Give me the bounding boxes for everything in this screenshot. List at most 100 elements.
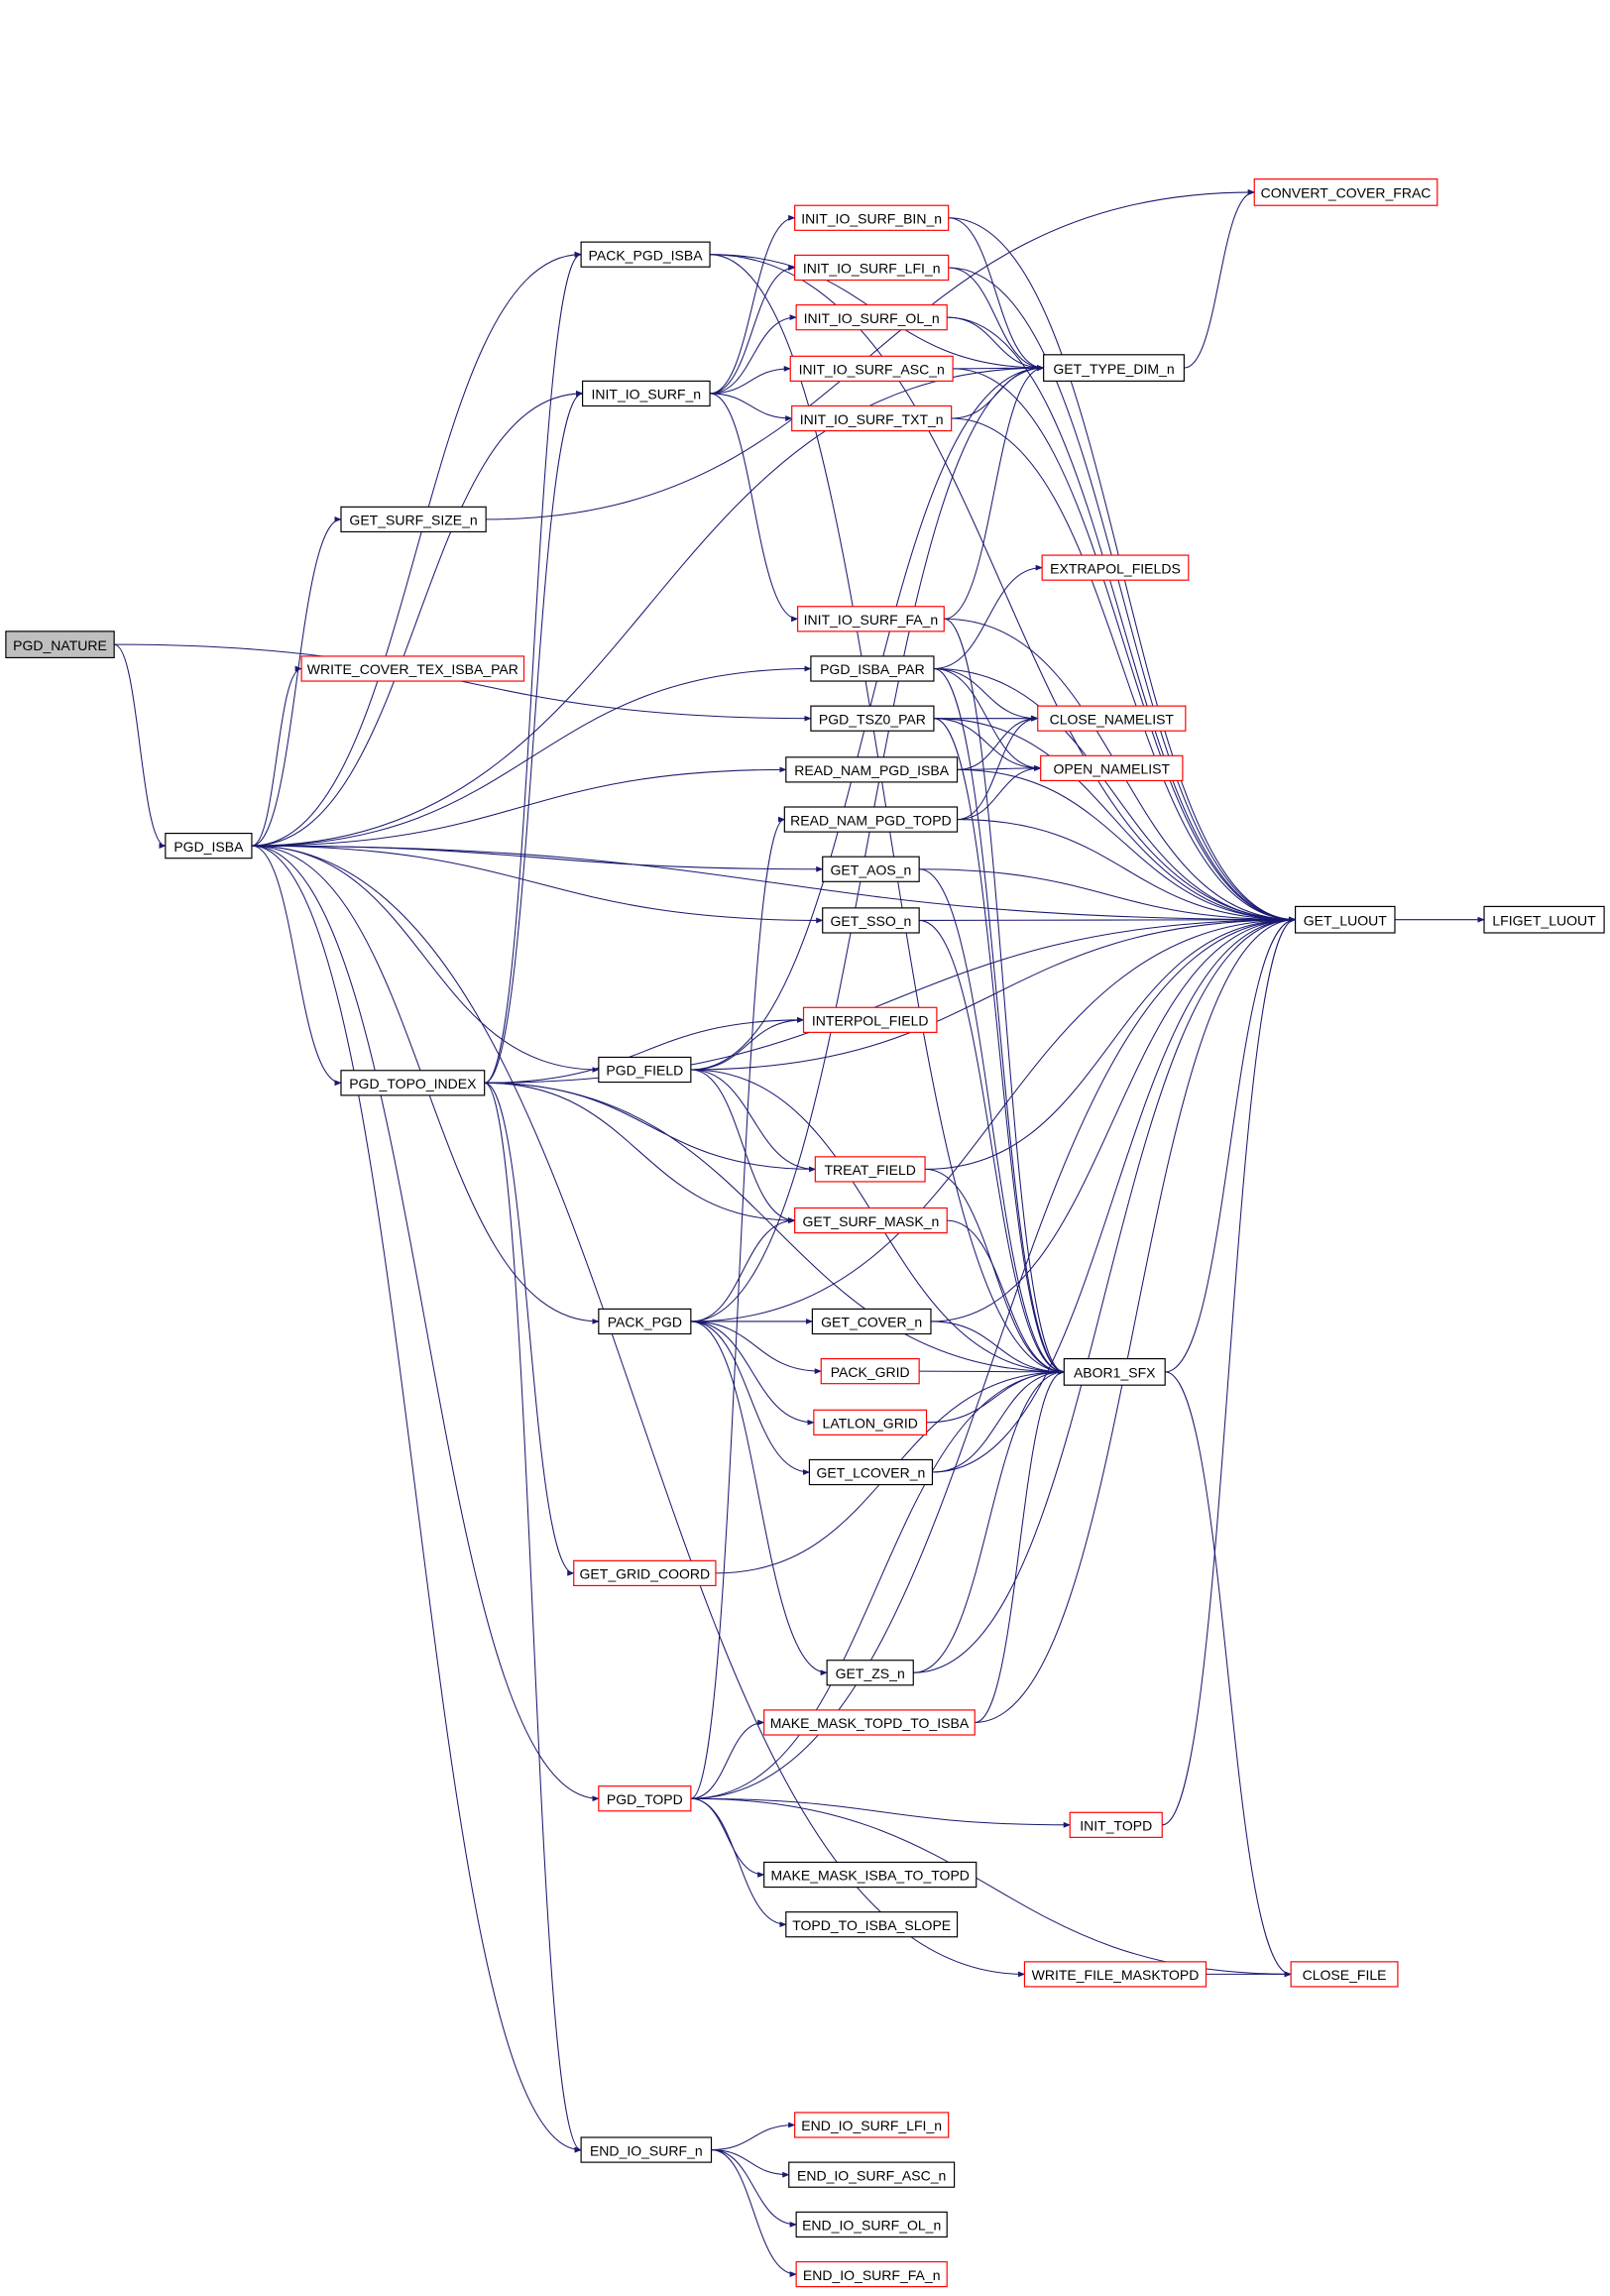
node-label: GET_SURF_SIZE_n xyxy=(349,513,477,528)
node-get-zs-n[interactable]: GET_ZS_n xyxy=(826,1660,914,1686)
node-init-io-surf-asc-n[interactable]: INIT_IO_SURF_ASC_n xyxy=(789,355,954,382)
node-init-topd[interactable]: INIT_TOPD xyxy=(1069,1811,1163,1838)
edge-pgd-topd-to-abor1-sfx xyxy=(690,1369,1066,1799)
node-label: PGD_TOPO_INDEX xyxy=(349,1076,477,1091)
edge-pgd-topo-index-to-init-io-surf-n xyxy=(484,391,584,1084)
node-treat-field[interactable]: TREAT_FIELD xyxy=(814,1156,926,1183)
node-label: ABOR1_SFX xyxy=(1074,1365,1156,1381)
edge-pgd-isba-to-pgd-topo-index xyxy=(251,845,342,1087)
node-label: LFIGET_LUOUT xyxy=(1492,912,1596,928)
node-write-file-masktopd[interactable]: WRITE_FILE_MASKTOPD xyxy=(1023,1961,1208,1988)
node-get-cover-n[interactable]: GET_COVER_n xyxy=(811,1308,932,1335)
node-box xyxy=(795,2260,948,2288)
node-box xyxy=(810,655,935,682)
node-label: INIT_IO_SURF_OL_n xyxy=(804,310,940,326)
node-get-grid-coord[interactable]: GET_GRID_COORD xyxy=(573,1559,717,1587)
edge-end-io-surf-n-to-end-io-surf-fa-n xyxy=(711,2149,797,2277)
node-topd-to-isba-slope[interactable]: TOPD_TO_ISBA_SLOPE xyxy=(785,1911,959,1938)
node-pgd-nature[interactable]: PGD_NATURE xyxy=(5,631,115,659)
node-label: WRITE_COVER_TEX_ISBA_PAR xyxy=(307,661,518,677)
node-pgd-topd[interactable]: PGD_TOPD xyxy=(598,1785,692,1812)
node-convert-cover-frac[interactable]: CONVERT_COVER_FRAC xyxy=(1253,178,1438,206)
node-latlon-grid[interactable]: LATLON_GRID xyxy=(813,1409,928,1435)
node-init-io-surf-bin-n[interactable]: INIT_IO_SURF_BIN_n xyxy=(794,204,950,231)
node-open-namelist[interactable]: OPEN_NAMELIST xyxy=(1040,754,1184,782)
node-make-mask-isba-to-topd[interactable]: MAKE_MASK_ISBA_TO_TOPD xyxy=(763,1861,978,1889)
node-get-luout[interactable]: GET_LUOUT xyxy=(1294,905,1396,934)
edge-pgd-nature-to-pgd-isba xyxy=(113,643,167,849)
node-box xyxy=(598,1785,692,1812)
edge-init-io-surf-lfi-n-to-get-luout xyxy=(948,267,1297,923)
node-pack-grid[interactable]: PACK_GRID xyxy=(820,1358,920,1385)
node-end-io-surf-fa-n[interactable]: END_IO_SURF_FA_n xyxy=(795,2260,948,2288)
node-box xyxy=(1040,754,1184,782)
edge-pgd-topd-to-topd-to-isba-slope xyxy=(690,1797,787,1928)
node-pgd-tsz0-par[interactable]: PGD_TSZ0_PAR xyxy=(810,705,935,732)
edge-read-nam-pgd-isba-to-close-namelist xyxy=(957,715,1039,770)
node-pgd-isba-par[interactable]: PGD_ISBA_PAR xyxy=(810,655,935,682)
node-init-io-surf-txt-n[interactable]: INIT_IO_SURF_TXT_n xyxy=(791,404,953,432)
node-pgd-field[interactable]: PGD_FIELD xyxy=(598,1056,692,1084)
edge-pgd-topo-index-to-get-grid-coord xyxy=(484,1082,575,1576)
edge-end-io-surf-n-to-end-io-surf-ol-n xyxy=(711,2149,797,2228)
node-extrapol-fields[interactable]: EXTRAPOL_FIELDS xyxy=(1041,554,1190,581)
node-label: PGD_ISBA xyxy=(173,839,244,855)
node-box xyxy=(822,856,920,882)
node-get-surf-size-n[interactable]: GET_SURF_SIZE_n xyxy=(340,506,487,533)
edge-pgd-topd-to-make-mask-isba-to-topd xyxy=(690,1797,765,1878)
edge-read-nam-pgd-isba-to-get-luout xyxy=(957,768,1297,923)
node-box xyxy=(1041,554,1190,581)
node-get-aos-n[interactable]: GET_AOS_n xyxy=(822,856,920,882)
node-label: END_IO_SURF_n xyxy=(590,2142,703,2158)
node-end-io-surf-asc-n[interactable]: END_IO_SURF_ASC_n xyxy=(788,2161,956,2188)
node-end-io-surf-lfi-n[interactable]: END_IO_SURF_LFI_n xyxy=(794,2112,950,2138)
node-init-io-surf-n[interactable]: INIT_IO_SURF_n xyxy=(582,380,711,407)
node-read-nam-pgd-isba[interactable]: READ_NAM_PGD_ISBA xyxy=(785,756,959,783)
node-get-sso-n[interactable]: GET_SSO_n xyxy=(822,907,920,934)
edge-init-io-surf-ol-n-to-get-type-dim-n xyxy=(947,316,1045,371)
node-init-io-surf-lfi-n[interactable]: INIT_IO_SURF_LFI_n xyxy=(794,254,950,282)
node-write-cover-tex-isba-par[interactable]: WRITE_COVER_TEX_ISBA_PAR xyxy=(300,655,525,682)
node-box xyxy=(795,2211,948,2239)
node-pack-pgd[interactable]: PACK_PGD xyxy=(598,1308,692,1335)
node-label: END_IO_SURF_FA_n xyxy=(803,2267,941,2283)
node-box xyxy=(340,1070,486,1096)
node-lfiget-luout[interactable]: LFIGET_LUOUT xyxy=(1483,905,1605,934)
node-read-nam-pgd-topd[interactable]: READ_NAM_PGD_TOPD xyxy=(783,806,959,833)
edge-get-sso-n-to-get-luout xyxy=(919,916,1297,923)
node-label: CLOSE_NAMELIST xyxy=(1050,711,1175,727)
node-box xyxy=(794,204,950,231)
node-make-mask-topd-to-isba[interactable]: MAKE_MASK_TOPD_TO_ISBA xyxy=(763,1709,976,1736)
edge-init-io-surf-bin-n-to-get-type-dim-n xyxy=(948,217,1045,371)
node-label: CLOSE_FILE xyxy=(1303,1967,1387,1983)
edge-init-io-surf-fa-n-to-get-type-dim-n xyxy=(944,365,1045,620)
node-init-io-surf-ol-n[interactable]: INIT_IO_SURF_OL_n xyxy=(795,304,948,331)
node-label: EXTRAPOL_FIELDS xyxy=(1050,560,1181,576)
edge-pgd-topo-index-to-treat-field xyxy=(484,1082,817,1173)
node-close-namelist[interactable]: CLOSE_NAMELIST xyxy=(1037,705,1187,732)
edge-read-nam-pgd-topd-to-get-luout xyxy=(957,819,1297,923)
node-label: GET_LUOUT xyxy=(1304,912,1388,928)
node-end-io-surf-n[interactable]: END_IO_SURF_n xyxy=(580,2136,713,2163)
node-label: GET_SSO_n xyxy=(831,913,912,929)
node-init-io-surf-fa-n[interactable]: INIT_IO_SURF_FA_n xyxy=(797,606,945,632)
node-label: GET_AOS_n xyxy=(831,861,912,877)
node-pgd-isba[interactable]: PGD_ISBA xyxy=(165,832,253,860)
node-get-surf-mask-n[interactable]: GET_SURF_MASK_n xyxy=(794,1206,948,1234)
node-get-type-dim-n[interactable]: GET_TYPE_DIM_n xyxy=(1043,354,1185,382)
node-pgd-topo-index[interactable]: PGD_TOPO_INDEX xyxy=(340,1070,486,1096)
node-label: PGD_NATURE xyxy=(13,637,107,653)
node-interpol-field[interactable]: INTERPOL_FIELD xyxy=(802,1006,938,1033)
node-pack-pgd-isba[interactable]: PACK_PGD_ISBA xyxy=(580,241,711,268)
node-close-file[interactable]: CLOSE_FILE xyxy=(1290,1961,1399,1988)
node-box xyxy=(580,2136,713,2163)
node-box xyxy=(1063,1358,1166,1386)
edge-pgd-topd-to-make-mask-topd-to-isba xyxy=(690,1719,765,1799)
edge-pgd-topo-index-to-get-surf-mask-n xyxy=(484,1082,796,1223)
node-label: GET_COVER_n xyxy=(821,1315,922,1330)
node-abor1-sfx[interactable]: ABOR1_SFX xyxy=(1063,1358,1166,1386)
node-get-lcover-n[interactable]: GET_LCOVER_n xyxy=(808,1458,934,1486)
node-box xyxy=(1290,1961,1399,1988)
node-label: MAKE_MASK_ISBA_TO_TOPD xyxy=(770,1868,969,1884)
node-end-io-surf-ol-n[interactable]: END_IO_SURF_OL_n xyxy=(795,2211,948,2239)
